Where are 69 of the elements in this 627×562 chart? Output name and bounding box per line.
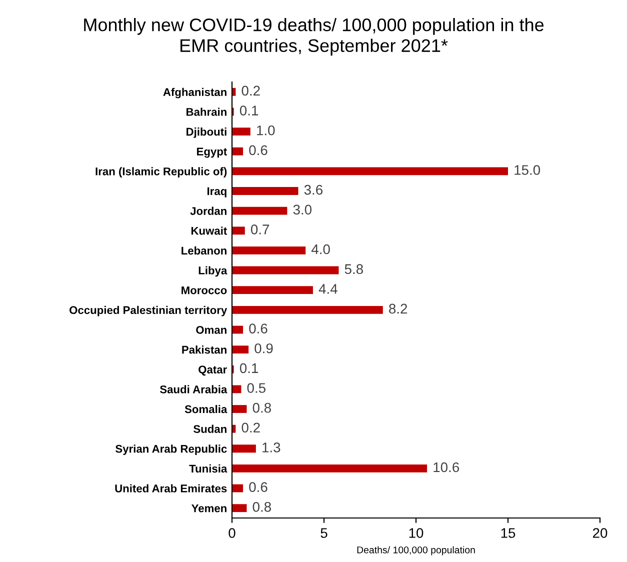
data-label: 4.4 [318,284,338,294]
data-label: 15.0 [514,165,540,175]
bar [232,187,298,195]
data-label: 5.8 [344,264,363,274]
y-tick-label: Oman [196,326,226,334]
bar [232,326,244,334]
bar [232,266,339,274]
y-tick-label: Bahrain [186,108,226,116]
data-label: 0.5 [247,383,266,393]
bar [232,246,306,254]
data-label: 0.2 [242,422,260,433]
data-label: 1.3 [262,442,280,452]
bar [232,405,247,413]
y-tick-label: Morocco [182,286,227,294]
bar [232,444,256,453]
data-label: 8.2 [389,304,408,314]
x-tick-label: 20 [592,528,608,538]
bar [232,128,250,136]
chart-title: Monthly new COVID-19 deaths/ 100,000 population in the EMR countries, September 2021* [84,18,544,56]
y-tick-label: Afghanistan [163,88,226,98]
y-tick-label: Sudan [194,424,226,433]
y-tick-label: Saudi Arabia [160,385,228,394]
y-tick-label: Djibouti [186,128,226,138]
y-tick-label: Kuwait [191,226,228,235]
bar [232,484,244,492]
data-label: 0.8 [252,402,271,413]
bar [232,385,242,394]
bar [232,504,247,512]
data-label: 3.0 [293,204,312,215]
y-tick-label: Qatar [198,366,227,376]
y-tick-label: Pakistan [182,346,226,354]
data-label: 0.1 [240,363,258,374]
y-tick-label: Syrian Arab Republic [116,444,227,455]
y-tick-label: Libya [198,266,228,277]
y-tick-label: Occupied Palestinian territory [70,306,228,316]
data-label: 0.7 [250,224,270,234]
data-label: 0.6 [249,324,268,334]
data-label: 0.1 [240,106,258,116]
bar [232,206,288,215]
data-label: 10.6 [434,462,460,472]
bar [232,464,428,472]
data-label: 0.6 [249,145,268,156]
data-label: 0.9 [254,343,273,354]
x-tick-label: 5 [320,528,328,538]
y-tick-label: Jordan [190,206,226,215]
data-label: 1.0 [257,125,275,136]
y-tick-label: Egypt [197,148,228,158]
bar [232,226,245,235]
bar [232,306,383,314]
data-label: 0.2 [242,86,260,96]
data-label: 3.6 [304,184,322,195]
x-tick-label: 10 [409,528,424,538]
bar [232,346,249,354]
data-label: 0.6 [249,482,268,492]
y-tick-label: Yemen [192,504,226,512]
y-tick-label: Somalia [184,404,228,414]
x-axis-title: Deaths/ 100,000 population [357,546,475,556]
data-label: 0.8 [252,502,271,512]
x-tick-label: 0 [228,528,236,538]
y-tick-label: Tunisia [189,464,228,473]
data-label: 4.0 [311,244,330,254]
y-tick-label: Iran (Islamic Republic of) [96,167,227,178]
y-tick-label: Lebanon [182,246,226,255]
x-tick-label: 15 [501,528,516,538]
bar [232,167,508,176]
bar [232,286,313,294]
y-tick-label: Iraq [208,187,226,198]
bar [232,147,244,156]
y-tick-label: United Arab Emirates [115,484,227,492]
